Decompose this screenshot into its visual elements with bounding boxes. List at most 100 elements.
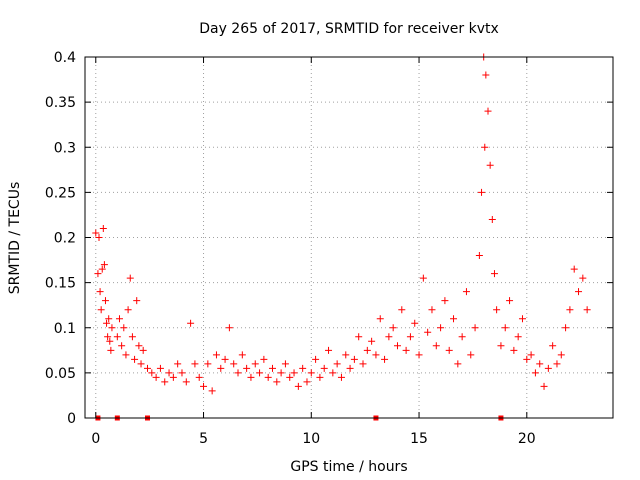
data-point — [133, 297, 141, 305]
data-point — [200, 382, 208, 390]
data-point — [478, 188, 486, 196]
data-point — [113, 333, 121, 341]
x-tick-label: 0 — [91, 431, 100, 447]
data-point — [549, 342, 557, 350]
data-point — [428, 306, 436, 314]
data-point — [191, 360, 199, 368]
data-point — [484, 107, 492, 115]
data-point — [333, 360, 341, 368]
data-point — [118, 342, 126, 350]
data-point — [251, 360, 259, 368]
data-point — [303, 378, 311, 386]
data-point — [195, 373, 203, 381]
data-point — [94, 270, 102, 278]
data-point — [135, 342, 143, 350]
data-point — [531, 369, 539, 377]
x-tick-label: 10 — [302, 431, 320, 447]
data-point — [115, 315, 123, 323]
data-point — [101, 297, 109, 305]
data-point — [234, 369, 242, 377]
data-point — [393, 342, 401, 350]
data-point — [376, 315, 384, 323]
data-point — [441, 297, 449, 305]
data-point — [107, 346, 115, 354]
data-point — [212, 351, 220, 359]
data-point — [95, 234, 103, 241]
data-point — [103, 319, 111, 327]
y-tick-label: 0.25 — [45, 185, 76, 201]
y-axis-label: SRMTID / TECUs — [7, 182, 23, 295]
data-point — [450, 315, 458, 323]
data-point — [471, 324, 479, 332]
data-point — [122, 351, 130, 359]
data-point — [419, 274, 427, 282]
x-axis-label: GPS time / hours — [290, 459, 407, 475]
data-point — [98, 265, 106, 273]
data-point — [152, 373, 160, 381]
data-point — [368, 337, 376, 345]
data-point — [128, 333, 136, 341]
data-point — [579, 274, 587, 282]
data-point — [268, 364, 276, 372]
y-tick-label: 0.3 — [54, 140, 76, 156]
y-tick-label: 0.2 — [54, 231, 76, 247]
data-point — [544, 364, 552, 372]
data-point — [161, 378, 169, 386]
data-point — [124, 306, 132, 314]
data-point — [540, 382, 548, 390]
data-point — [273, 378, 281, 386]
data-point — [169, 373, 177, 381]
data-point — [139, 346, 147, 354]
data-point — [454, 360, 462, 368]
data-point — [165, 369, 173, 377]
data-points — [92, 53, 591, 395]
data-point — [294, 382, 302, 390]
data-point — [482, 71, 490, 79]
data-point — [536, 360, 544, 368]
data-point — [411, 319, 419, 327]
x-tick-labels: 0 5 10 15 20 — [91, 431, 535, 447]
data-point — [437, 324, 445, 332]
data-point — [523, 355, 531, 363]
data-point — [126, 274, 134, 282]
data-point — [337, 373, 345, 381]
data-point — [148, 369, 156, 377]
data-point — [204, 360, 212, 368]
y-tick-label: 0.35 — [45, 95, 76, 111]
data-point — [350, 355, 358, 363]
data-point — [96, 288, 104, 296]
data-point — [230, 360, 238, 368]
data-point — [106, 337, 114, 345]
data-point — [406, 333, 414, 341]
data-point — [385, 333, 393, 341]
data-point — [475, 252, 483, 260]
data-point — [217, 364, 225, 372]
data-point — [562, 324, 570, 332]
x-tick-label: 20 — [518, 431, 536, 447]
data-point — [156, 364, 164, 372]
data-point — [312, 355, 320, 363]
data-point — [92, 229, 100, 237]
data-point — [256, 369, 264, 377]
data-point — [131, 355, 139, 363]
data-point — [281, 360, 289, 368]
data-point — [402, 346, 410, 354]
data-point — [221, 355, 229, 363]
y-tick-label: 0.05 — [45, 366, 76, 382]
y-tick-label: 0.1 — [54, 321, 76, 337]
data-point — [97, 306, 105, 314]
data-point — [415, 351, 423, 359]
y-tick-label: 0 — [67, 411, 76, 427]
data-point — [462, 288, 470, 296]
data-point — [575, 288, 583, 296]
data-point — [424, 328, 432, 336]
data-point — [510, 346, 518, 354]
y-tick-label: 0.15 — [45, 276, 76, 292]
data-point — [488, 215, 496, 223]
data-point — [501, 324, 509, 332]
data-point — [389, 324, 397, 332]
data-point — [316, 373, 324, 381]
data-point — [174, 360, 182, 368]
data-point — [320, 364, 328, 372]
